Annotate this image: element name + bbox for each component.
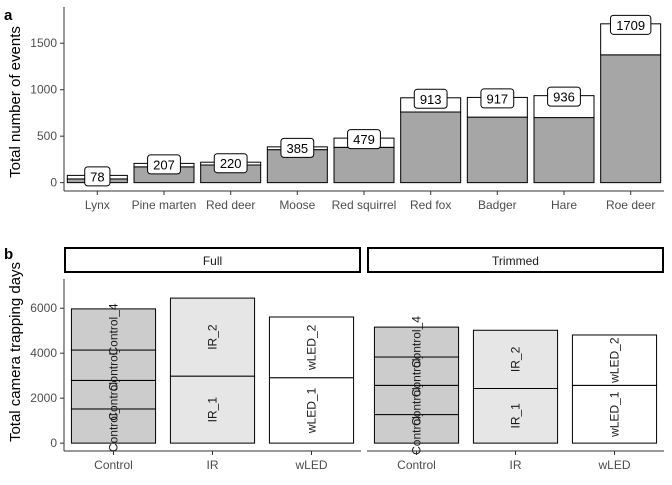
panel-b-segment [70,379,157,410]
panel-a-total-label-box [280,137,315,158]
panel-b-x-tick-label: Control [94,458,133,472]
panel-b-segment-label: IR_2 [206,324,220,350]
panel-a-bars: 78 207 220 385 479 913 917 936 1709 [66,14,662,187]
panel-a-bar-lower [333,146,395,184]
panel-a-x-tick-label: Lynx [85,198,110,212]
panel-b-y-tick-label: 2000 [30,391,57,405]
panel-a-y-axis: 0 500 1000 1500 [30,7,65,191]
panel-a-total-label: 917 [486,91,508,106]
panel-a-x-tick-label: Moose [279,198,315,212]
panel-a-total-label: 913 [420,92,442,107]
panel-b-segment-label: Control_4 [410,316,424,368]
facet-strip-label: Trimmed [492,254,539,268]
panel-a-y-tick-label: 1000 [30,83,57,97]
panel-a-total-label-box [480,88,515,109]
panel-b-segment [472,387,559,444]
panel-a-bar-lower [600,54,662,184]
panel-b-facets: FullControl_1Control_2Control_3Control_4… [64,247,664,472]
panel-a-total-label-box [147,154,181,175]
panel-b-trapping-days-chart: Total camera trapping days 0 2000 4000 6000… [7,247,664,472]
panel-a-x-tick-label: Red deer [206,198,255,212]
facet-strip [64,247,361,273]
panel-a-x-tick-label: Red fox [410,198,451,212]
panel-a-y-axis-title: Total number of events [7,26,24,178]
panel-b-segment-label: IR_2 [509,346,523,372]
panel-b-segment [70,349,157,381]
panel-b-x-tick-label: Control [397,458,436,472]
panel-b-y-tick-label: 4000 [30,346,57,360]
panel-a-total-label-box [413,88,448,109]
panel-a-y-tick-label: 1500 [30,36,57,50]
panel-a-total-label: 78 [90,169,104,184]
panel-a-total-label: 1709 [616,18,645,33]
panel-a-y-tick-label: 0 [50,176,57,190]
panel-b-tag: b [4,246,13,263]
panel-a-total-label-box [347,129,381,150]
panel-a-total-label-box [609,14,652,35]
panel-a-x-tick-label: Roe deer [606,198,655,212]
panel-a-tag: a [4,7,13,24]
panel-a-events-chart: Total number of events 0 500 1000 1500 78 20… [7,7,664,212]
panel-b-segment-label: Control_2 [107,368,121,420]
panel-a-total-label: 936 [553,90,575,105]
panel-a-x-tick-label: Badger [478,198,517,212]
panel-b-x-tick-label: wLED [597,458,630,472]
panel-b-segment [373,326,460,358]
panel-b-segment [373,356,460,386]
panel-b-y-axis: 0 2000 4000 6000 [30,279,65,451]
panel-b-y-tick-label: 6000 [30,301,57,315]
facet-strip [367,247,664,273]
panel-b-segment-label: IR_1 [206,397,220,423]
panel-b-segment [268,316,355,379]
panel-b-segment [70,408,157,444]
panel-b-segment-label: IR_1 [509,403,523,429]
panel-a-x-tick-label: Red squirrel [332,198,397,212]
panel-b-segment-label: Control_1 [410,403,424,455]
panel-b-y-axis-title: Total camera trapping days [7,262,24,442]
facet-strip-label: Full [203,254,222,268]
panel-a-total-label-box [213,153,248,174]
panel-a-total-label: 207 [153,157,175,172]
panel-b-segment-label: wLED_2 [608,337,622,384]
panel-b-segment-label: Control_4 [107,303,121,355]
panel-b-segment-label: wLED_1 [305,387,319,434]
panel-a-total-label: 479 [353,132,375,147]
panel-b-segment-label: wLED_2 [305,324,319,371]
panel-b-x-tick-label: IR [510,458,522,472]
panel-b-segment [169,297,256,377]
panel-b-segment-label: Control_1 [107,400,121,452]
panel-b-facet-full: Full Control_1Control_2Control_3Control_4… [64,247,361,472]
panel-a-bar-lower [466,116,528,184]
panel-a-y-tick-label: 500 [37,129,57,143]
panel-a-bar-lower [400,111,462,184]
panel-b-segment [373,384,460,416]
panel-a-x-tick-label: Pine marten [132,198,197,212]
panel-a-total-label: 220 [220,156,242,171]
panel-b-x-tick-label: wLED [294,458,327,472]
panel-b-segment-label: Control_3 [410,345,424,397]
panel-b-segment [571,334,658,386]
panel-b-y-tick-label: 0 [50,436,57,450]
panel-a-x-tick-label: Hare [551,198,577,212]
panel-b-segment-label: Control_3 [107,339,121,391]
panel-a-x-axis: Lynx Pine marten Red deer Moose Red squirrel… [64,190,664,212]
panel-b-segment [70,308,157,351]
panel-a-total-label: 385 [286,141,308,156]
panel-b-facet-trimmed: TrimmedControl_1Control_2Control_3Contro… [367,247,664,472]
panel-b-segment-label: wLED_1 [608,391,622,438]
panel-a-bar-lower [533,117,595,184]
panel-a-total-label-box [84,166,111,187]
panel-b-segment [169,375,256,444]
panel-b-x-tick-label: IR [207,458,219,472]
panel-b-segment [472,329,559,389]
panel-a-total-label-box [547,86,581,107]
panel-b-segment-label: Control_2 [410,374,424,426]
panel-b-segment [268,377,355,444]
